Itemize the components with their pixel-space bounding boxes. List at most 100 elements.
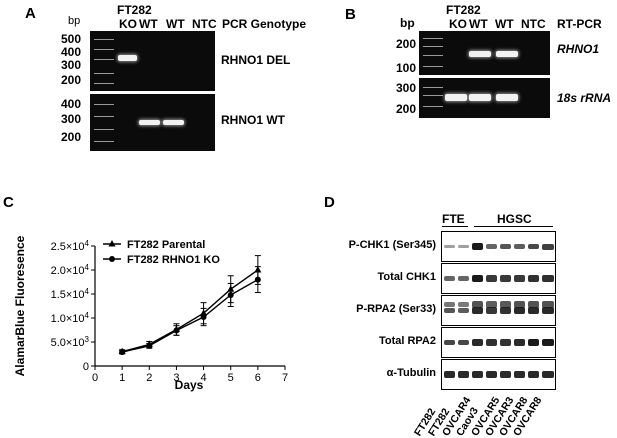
group-label-hgsc: HGSC [497,212,532,226]
panel-letter-b: B [345,6,356,23]
x-axis-label: Days [175,378,204,392]
blot-band [514,307,526,314]
panel-b-gel-2-band-wt-1 [469,94,491,101]
blot-band [457,307,469,314]
blot-band [485,307,497,314]
x-tick-label: 0 [92,372,98,384]
blot-band [485,301,497,308]
panel-b-gel-1-band-wt-2 [496,51,518,57]
y-tick-label: 5.0×103 [51,335,90,349]
x-tick-label: 4 [201,372,207,384]
blot-strip [441,327,556,358]
series-line [121,278,259,353]
panel-a-gel-2-ladder-400: 400 [61,97,82,111]
blot-band [471,371,483,378]
chart-axes [91,245,286,370]
circle-marker [146,342,153,349]
blot-row-label: P-CHK1 (Ser345) [348,239,436,251]
panel-a-cell-line: FT282 [117,3,152,17]
panel-a-gel-1-ladder-200: 200 [61,73,82,87]
blot-band [528,243,540,250]
legend-triangle-marker [108,240,116,247]
blot-row-label: Total RPA2 [378,335,436,347]
blot-band [443,244,455,249]
blot-row-label: α-Tubulin [386,367,436,379]
panel-a-gel-1-ladder-300: 300 [61,58,82,72]
x-tick-label: 3 [173,372,179,384]
panel-b-lane-1: KO [449,17,467,31]
panel-b-gel-1-ladder-200: 200 [396,37,417,51]
panel-b-gel-2-label: 18s rRNA [557,91,612,105]
x-tick-label: 1 [119,372,125,384]
chart-series [118,255,262,356]
blot-band [471,301,483,308]
y-tick-label: 2.5×104 [51,239,90,253]
panel-b-gel-1 [419,31,550,75]
y-tick-labels: 0 5.0×103 1.0×104 1.5×104 2.0×104 2.5×104 [51,239,90,373]
blot-band [528,275,540,282]
panel-a-lane-1: KO [119,17,137,31]
blot-band [485,339,497,346]
panel-a-gel-1-label: RHNO1 DEL [221,53,291,67]
panel-b-lane-3: WT [495,17,514,31]
x-tick-label: 6 [255,372,261,384]
blot-band [457,301,469,308]
y-axis-label: AlamarBlue Fluoresence [13,235,27,376]
blot-row-label: P-RPA2 (Ser33) [356,303,436,315]
panel-b-gel-2-band-wt-2 [496,94,518,101]
panel-a-gel-2-ladder-300: 300 [61,112,82,126]
panel-letter-c: C [3,194,14,211]
blot-strip [441,231,556,262]
panel-a-gel-2-band-wt-2 [163,120,184,125]
blot-band [542,275,554,282]
blot-band [457,339,469,346]
blot-band [485,244,497,249]
series-line [121,269,259,353]
blot-band [542,339,554,346]
blot-band [528,339,540,346]
blot-band [514,275,526,282]
panel-a-assay: PCR Genotype [222,17,307,31]
circle-marker [254,276,261,283]
panel-b-gel-1-band-wt-1 [469,51,491,57]
blot-band [542,243,554,250]
x-tick-label: 2 [146,372,152,384]
panel-b-gel-1-label: RHNO1 [557,42,600,56]
panel-a-lane-4: NTC [192,17,217,31]
panel-b-gel-2-band-ko [445,94,467,101]
panel-b-bp-label: bp [400,16,415,30]
blot-band [500,307,512,314]
circle-marker [200,314,207,321]
blot-band [471,339,483,346]
blot-band [528,371,540,378]
blot-band [514,371,526,378]
chart-legend: FT282 Parental FT282 RHNO1 KO [103,239,220,266]
blot-band [500,301,512,308]
blot-band [542,301,554,308]
y-tick-label: 2.0×104 [51,263,90,277]
panel-b-gel-2 [419,78,550,118]
blot-band [443,339,455,346]
series-1 [118,255,262,355]
blot-row-label: Total CHK1 [377,271,436,283]
blot-band [443,307,455,314]
blot-strip [441,295,556,326]
panel-b-gel-2-ladder-300: 300 [396,81,417,95]
panel-a-gel-1-ladder-400: 400 [61,45,82,59]
panel-a-gel-2-ladder-200: 200 [61,130,82,144]
panel-b-gel-1-ladder-100: 100 [396,61,417,75]
group-line-fte [442,226,468,227]
series-2 [119,266,261,356]
y-tick-label: 1.0×104 [51,311,90,325]
blot-band [528,307,540,314]
blot-band [542,307,554,314]
blot-band [500,275,512,282]
circle-marker [173,327,180,334]
blot-strip [441,263,556,294]
panel-a-lane-2: WT [139,17,158,31]
panel-b-lane-4: NTC [521,17,546,31]
group-label-fte: FTE [442,212,465,226]
x-tick-label: 5 [228,372,234,384]
x-tick-label: 7 [282,372,288,384]
panel-a-gel-1-band-ko [118,55,137,61]
